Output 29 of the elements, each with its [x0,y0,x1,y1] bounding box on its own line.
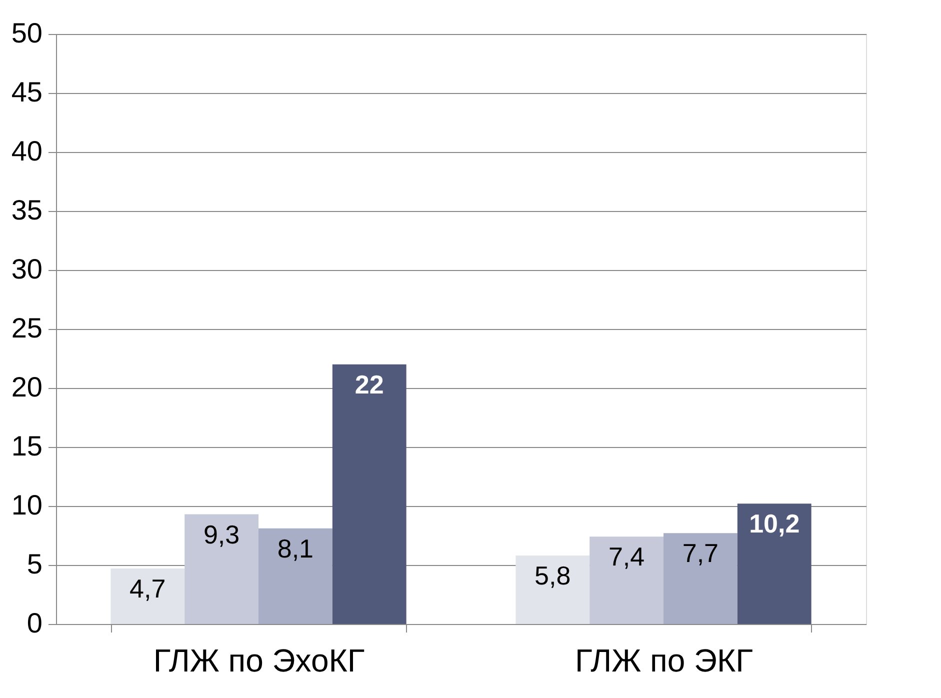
y-tick-label: 0 [26,608,42,638]
data-label: 22 [354,369,384,400]
y-tick-label: 30 [11,254,42,284]
bar [737,504,812,624]
bar [664,533,738,624]
data-label: 5,8 [534,560,571,591]
data-label: 10,2 [749,508,800,539]
data-label: 4,7 [130,574,166,604]
y-tick-label: 5 [26,548,42,580]
bar [184,514,258,624]
x-tick-label: ГЛЖ по ЭхоКГ [153,642,365,678]
y-tick-label: 45 [11,76,42,108]
bar [516,556,590,624]
data-label: 7,7 [682,538,719,568]
data-label: 8,1 [277,533,314,564]
data-label: 7,4 [608,542,645,572]
data-label: 9,3 [203,519,240,550]
y-tick-label: 50 [11,18,42,48]
y-tick-label: 40 [11,136,42,166]
y-tick-label: 35 [11,194,42,226]
y-tick-label: 10 [11,490,42,520]
y-tick-label: 25 [11,312,42,344]
y-tick-label: 15 [11,430,42,462]
x-tick-label: ГЛЖ по ЭКГ [575,642,753,678]
bar [258,528,332,624]
bar [590,536,664,624]
y-tick-label: 20 [11,372,42,402]
bar [110,568,185,624]
bar [332,364,406,624]
